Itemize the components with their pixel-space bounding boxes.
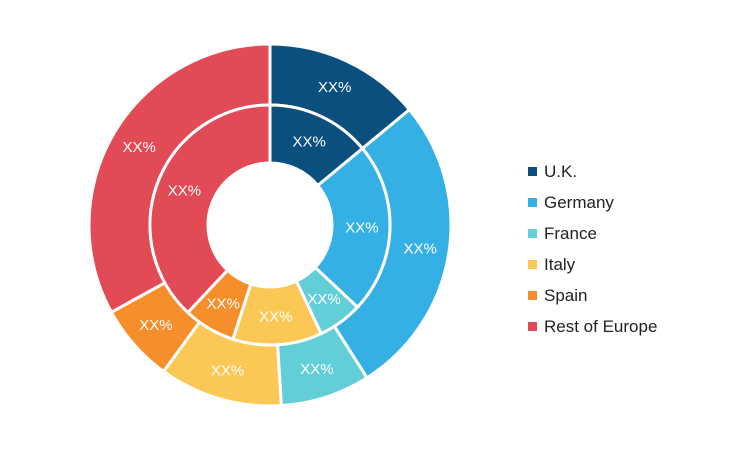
inner-label-spain: XX%: [206, 296, 239, 313]
inner-slice-rest-of-europe: [148, 103, 272, 315]
inner-slice-germany: [313, 146, 392, 310]
legend-label-germany: Germany: [544, 192, 614, 212]
legend-item-uk: U.K.: [528, 156, 738, 187]
legend-label-italy: Italy: [544, 254, 576, 274]
legend-label-uk: U.K.: [544, 161, 578, 181]
legend-item-spain: Spain: [528, 280, 738, 311]
legend: U.K. Germany France Italy Spain Rest of …: [528, 156, 738, 342]
legend-swatch-uk: [528, 167, 537, 176]
legend-item-rest-of-europe: Rest of Europe: [528, 311, 738, 342]
legend-label-spain: Spain: [544, 285, 588, 305]
outer-label-italy: XX%: [211, 362, 244, 379]
legend-label-france: France: [544, 223, 597, 243]
outer-label-uk: XX%: [318, 79, 351, 96]
outer-label-spain: XX%: [139, 317, 172, 334]
outer-label-germany: XX%: [403, 240, 436, 257]
inner-label-france: XX%: [307, 291, 340, 308]
legend-swatch-spain: [528, 291, 537, 300]
outer-label-rest-of-europe: XX%: [122, 139, 155, 156]
legend-swatch-italy: [528, 260, 537, 269]
outer-label-france: XX%: [300, 361, 333, 378]
legend-item-france: France: [528, 218, 738, 249]
legend-swatch-germany: [528, 198, 537, 207]
legend-item-germany: Germany: [528, 187, 738, 218]
legend-swatch-rest-of-europe: [528, 322, 537, 331]
legend-swatch-france: [528, 229, 537, 238]
legend-label-rest-of-europe: Rest of Europe: [544, 316, 658, 336]
inner-label-uk: XX%: [292, 133, 325, 150]
inner-label-italy: XX%: [259, 308, 292, 325]
inner-label-germany: XX%: [345, 219, 378, 236]
inner-label-rest-of-europe: XX%: [168, 183, 201, 200]
legend-item-italy: Italy: [528, 249, 738, 280]
